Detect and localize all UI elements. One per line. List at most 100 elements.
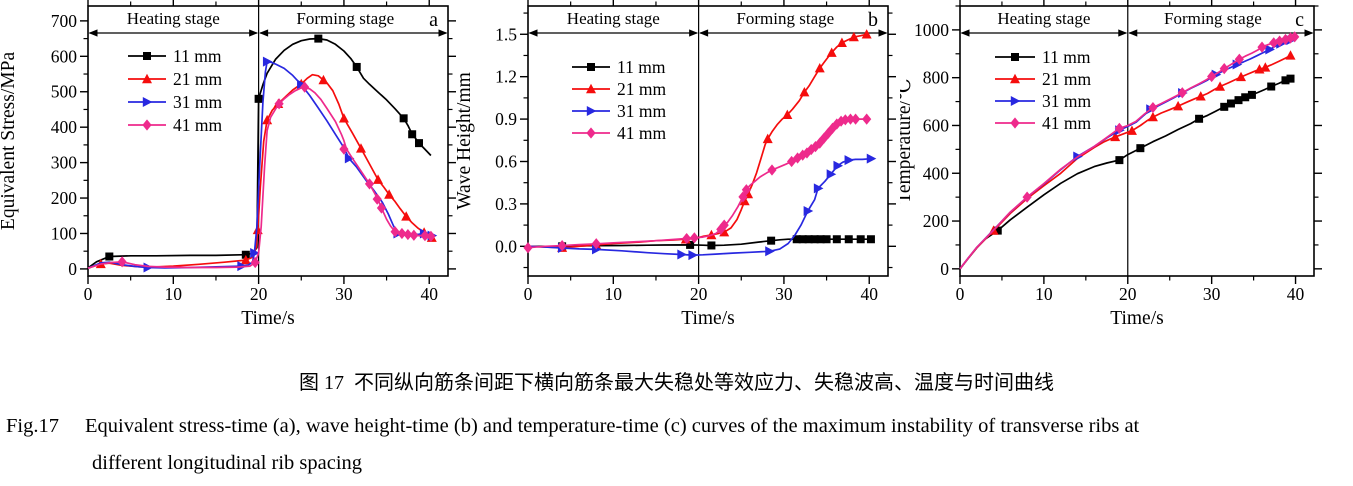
series-21-mm <box>959 50 1296 270</box>
x-tick-label: 30 <box>1203 284 1221 304</box>
triangle-up-marker <box>1215 81 1226 91</box>
triangle-up-marker <box>384 189 395 199</box>
square-marker <box>798 235 807 244</box>
diamond-marker <box>426 230 436 242</box>
triangle-up-marker <box>373 174 384 184</box>
diamond-marker <box>719 219 729 231</box>
x-tick-label: 0 <box>956 284 965 304</box>
plot-frame <box>959 5 1315 277</box>
triangle-up-marker <box>1236 71 1247 82</box>
y-axis-label: Temperature/℃ <box>900 78 915 203</box>
caption-english-line1: Fig.17 Equivalent stress-time (a), wave h… <box>0 415 1353 438</box>
y-tick-label: 0 <box>940 259 949 279</box>
triangle-up-marker <box>719 226 730 237</box>
y-axis-label: Wave Height/mm <box>456 72 475 210</box>
chart-c-temperature: 0 10 20 30 40 0 200 400 600 800 1000 Time/s Temperat… <box>900 0 1353 332</box>
series-11-mm <box>87 34 432 269</box>
triangle-right-marker <box>833 160 844 171</box>
legend-label-31-mm: 31 mm <box>173 92 222 112</box>
triangle-up-marker <box>836 37 847 47</box>
diamond-marker <box>1207 70 1217 83</box>
diamond-marker <box>1022 191 1032 203</box>
forming-stage-label: Forming stage <box>736 9 834 28</box>
triangle-up-marker <box>814 62 825 73</box>
triangle-right-marker <box>803 205 814 216</box>
plot-frame <box>87 5 449 277</box>
diamond-marker <box>1010 117 1020 129</box>
legend-label-41-mm: 41 mm <box>617 123 666 143</box>
x-tick-label: 10 <box>605 284 623 304</box>
diamond-marker <box>819 132 829 144</box>
series-31-mm <box>527 153 877 261</box>
triangle-up-marker <box>318 74 329 85</box>
square-marker <box>1115 156 1124 165</box>
figure-captions: 图 17 不同纵向筋条间距下横向筋条最大失稳处等效应力、失稳波高、温度与时间曲线… <box>0 332 1353 475</box>
x-tick-label: 20 <box>690 284 708 304</box>
triangle-up-marker <box>355 143 366 153</box>
y-tick-label: 600 <box>51 46 78 66</box>
x-tick-label: 20 <box>1119 284 1137 304</box>
square-marker <box>1226 99 1235 108</box>
triangle-up-marker <box>782 109 793 120</box>
x-axis-label: Time/s <box>681 308 734 329</box>
square-marker <box>844 235 853 244</box>
square-marker <box>866 235 875 244</box>
diamond-marker <box>339 143 349 155</box>
triangle-right-marker <box>826 169 837 180</box>
panel-letter: c <box>1295 9 1304 31</box>
stage-annotations: Heating stage Forming stage c <box>960 9 1314 37</box>
series-11-mm <box>959 74 1295 270</box>
square-marker <box>1011 53 1019 61</box>
x-tick-label: 20 <box>250 284 268 304</box>
triangle-right-marker <box>813 183 824 194</box>
forming-stage-label: Forming stage <box>296 9 394 28</box>
diamond-marker <box>364 178 375 190</box>
triangle-right-marker <box>143 262 154 273</box>
chart-c-plot: 0 10 20 30 4002004006008001000Time/sTemperat… <box>900 0 1322 329</box>
triangle-right-marker <box>1265 44 1275 55</box>
panel-letter: b <box>868 9 878 31</box>
square-marker <box>414 139 423 148</box>
diamond-marker <box>716 223 726 235</box>
y-tick-label: 0 <box>68 259 77 279</box>
diamond-marker <box>840 114 850 126</box>
diamond-marker <box>1114 122 1124 134</box>
square-marker <box>1241 93 1250 102</box>
triangle-right-marker <box>844 155 855 166</box>
diamond-marker <box>1257 41 1267 53</box>
y-tick-label: 200 <box>923 211 950 231</box>
square-marker <box>587 63 595 71</box>
y-tick-label: 1000 <box>914 20 949 40</box>
diamond-marker <box>767 164 777 176</box>
y-tick-label: 700 <box>51 11 78 31</box>
triangle-up-marker <box>762 133 773 144</box>
square-marker <box>314 34 323 43</box>
triangle-right-marker <box>765 246 775 257</box>
legend-label-41-mm: 41 mm <box>173 115 222 135</box>
square-marker <box>1234 96 1243 105</box>
triangle-right-marker <box>142 97 153 107</box>
square-marker <box>399 114 408 123</box>
square-marker <box>707 241 716 250</box>
diamond-marker <box>372 193 382 205</box>
triangle-right-marker <box>262 56 273 67</box>
x-tick-label: 40 <box>860 284 878 304</box>
diamond-marker <box>250 256 260 269</box>
diamond-marker <box>390 226 400 238</box>
x-tick-label: 0 <box>84 284 93 304</box>
legend-label-11-mm: 11 mm <box>1042 47 1091 67</box>
series-line <box>959 76 1295 270</box>
heating-stage-label: Heating stage <box>997 9 1090 28</box>
square-marker <box>856 235 865 244</box>
axes-a: 0 10 20 30 400100200300400500600700Time/sEqu… <box>0 0 456 329</box>
legend-label-21-mm: 21 mm <box>1042 69 1091 89</box>
chart-b-plot: 0 10 20 30 40 0.0 0.3 0.6 0.9 1.2 1.5 Time/s Wave He… <box>456 0 896 329</box>
square-marker <box>810 235 819 244</box>
diamond-marker <box>682 232 692 245</box>
chart-a-equivalent-stress: 0 10 20 30 40 0 100 200 300 400 500 600 700 Time/s Equ… <box>0 0 456 332</box>
y-tick-label: 1.2 <box>495 67 517 87</box>
diamond-marker <box>1148 101 1158 114</box>
y-axis-label: Equivalent Stress/MPa <box>0 52 19 231</box>
square-marker <box>1136 144 1145 153</box>
square-marker <box>1220 102 1229 111</box>
